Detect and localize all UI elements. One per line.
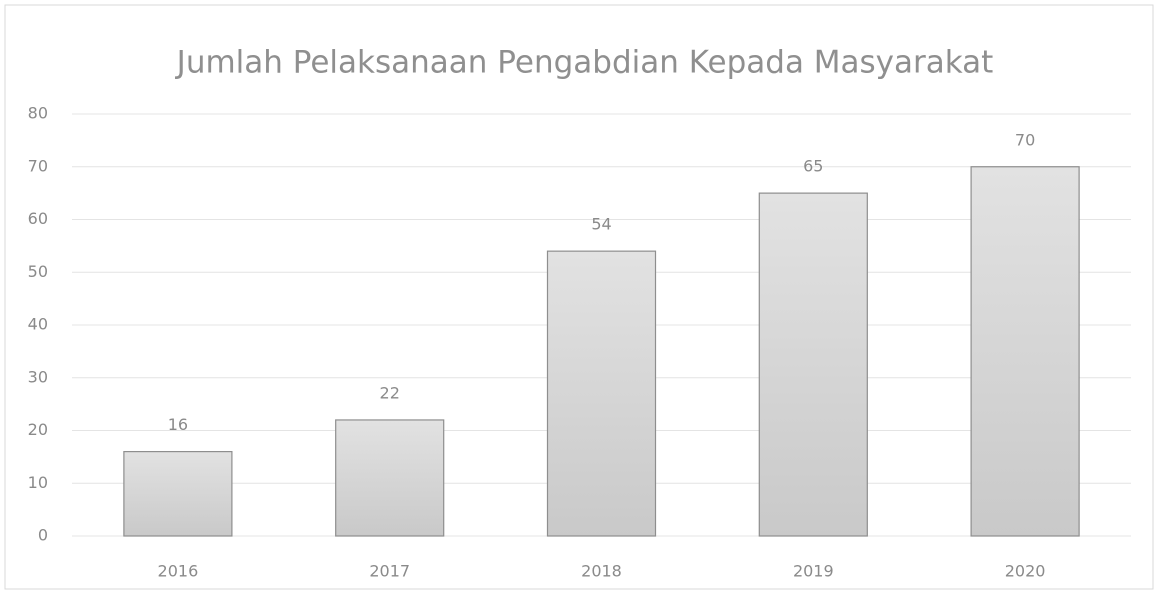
x-tick-label: 2019 <box>793 562 834 581</box>
y-tick-label: 10 <box>28 473 48 492</box>
bar <box>123 451 233 537</box>
bar <box>335 419 445 537</box>
data-label: 70 <box>1015 130 1035 149</box>
x-tick-label: 2017 <box>369 562 410 581</box>
y-tick-label: 0 <box>38 526 48 545</box>
data-label: 22 <box>380 383 400 402</box>
y-tick-label: 70 <box>28 156 48 175</box>
y-tick-label: 80 <box>28 104 48 123</box>
bar <box>546 250 657 537</box>
y-tick-label: 60 <box>28 209 48 228</box>
x-tick-label: 2016 <box>158 562 199 581</box>
y-tick-label: 20 <box>28 420 48 439</box>
x-tick-label: 2020 <box>1005 562 1046 581</box>
y-tick-label: 30 <box>28 367 48 386</box>
bar <box>758 192 868 537</box>
data-label: 65 <box>803 157 823 176</box>
chart-title: Jumlah Pelaksanaan Pengabdian Kepada Mas… <box>175 45 994 81</box>
y-tick-label: 40 <box>28 315 48 334</box>
x-tick-label: 2018 <box>581 562 622 581</box>
data-label: 16 <box>168 415 188 434</box>
y-tick-label: 50 <box>28 262 48 281</box>
data-label: 54 <box>591 215 611 234</box>
bar <box>970 166 1080 537</box>
